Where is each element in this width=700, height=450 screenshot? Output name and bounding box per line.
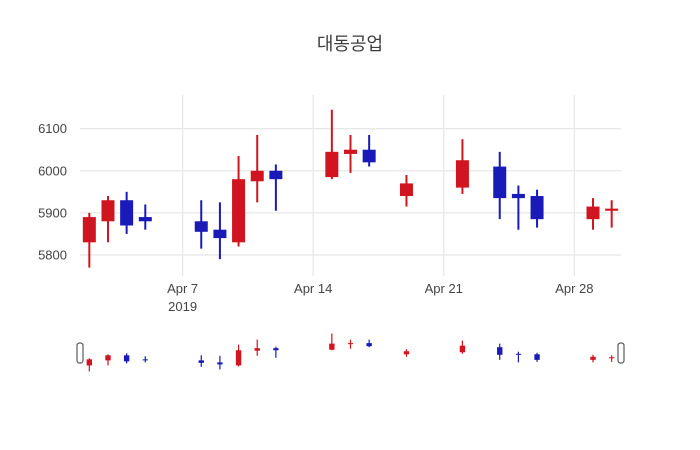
candle[interactable] xyxy=(511,185,525,230)
axis-labels: 5800 5900 6000 6100 Apr 7 2019 Apr 14 Apr 21 Apr… xyxy=(38,121,593,314)
candle-body xyxy=(605,208,619,211)
mini-candle-body xyxy=(497,347,503,355)
grid-layer xyxy=(80,95,621,276)
mini-candle-body xyxy=(142,359,148,361)
mini-candle-body xyxy=(347,343,354,345)
candle-body xyxy=(344,149,357,154)
candle-body xyxy=(82,217,96,243)
candle-body xyxy=(101,200,115,222)
candle[interactable] xyxy=(586,198,600,230)
mini-candle xyxy=(142,356,148,363)
x-tick-label: Apr 14 xyxy=(294,281,332,296)
y-tick-label: 6100 xyxy=(38,121,67,136)
mini-candle-body xyxy=(534,354,540,360)
mini-candle xyxy=(347,339,354,349)
candle[interactable] xyxy=(399,174,413,207)
candle-body xyxy=(213,229,227,239)
mini-candle-body xyxy=(217,362,223,365)
mini-candle-body xyxy=(459,345,466,353)
candle[interactable] xyxy=(250,134,264,203)
mini-candle-body xyxy=(515,353,522,355)
candle-body xyxy=(325,151,339,178)
candle-body xyxy=(250,170,264,182)
mini-candle-body xyxy=(329,343,335,350)
candle-body xyxy=(399,183,413,197)
mini-candle-body xyxy=(123,355,130,362)
candle-body xyxy=(194,221,208,232)
candle-body xyxy=(586,206,600,220)
candle[interactable] xyxy=(344,134,357,173)
mini-candle xyxy=(86,358,93,372)
candle[interactable] xyxy=(493,151,507,220)
mini-candle-body xyxy=(403,351,410,355)
candle[interactable] xyxy=(530,189,544,228)
candle[interactable] xyxy=(213,202,227,260)
mini-candle xyxy=(590,354,596,363)
candle-body xyxy=(362,149,376,163)
x-tick-label: Apr 7 xyxy=(167,281,198,296)
mini-candle xyxy=(515,351,522,363)
mini-candle xyxy=(217,355,223,370)
candle-body xyxy=(269,170,283,180)
mini-candle-body xyxy=(590,356,596,360)
chart-title: 대동공업 xyxy=(317,34,383,54)
mini-candle xyxy=(329,333,335,351)
candle[interactable] xyxy=(325,109,339,180)
candle[interactable] xyxy=(232,156,246,247)
rangeslider-handle-left[interactable] xyxy=(76,342,84,364)
mini-candle xyxy=(123,353,130,364)
candle-body xyxy=(138,217,152,222)
candle[interactable] xyxy=(82,212,96,268)
mini-candle-body xyxy=(366,343,372,347)
mini-candle xyxy=(534,352,540,362)
candle-body xyxy=(530,196,544,220)
candle[interactable] xyxy=(194,200,208,249)
candle[interactable] xyxy=(362,134,376,167)
candle[interactable] xyxy=(138,204,152,230)
mini-candle xyxy=(608,355,615,362)
mini-candle xyxy=(105,354,111,366)
candle-body xyxy=(232,179,246,243)
mini-candle xyxy=(235,344,242,367)
candle-body xyxy=(493,166,507,199)
mini-candle xyxy=(403,349,410,357)
mini-candle-body xyxy=(608,357,615,359)
candles-layer xyxy=(82,109,619,268)
candle[interactable] xyxy=(269,164,283,211)
rangeslider-handle-right[interactable] xyxy=(617,342,625,364)
y-tick-label: 5800 xyxy=(38,247,67,262)
candle[interactable] xyxy=(120,191,134,234)
rangeslider[interactable] xyxy=(76,333,625,372)
mini-candle-body xyxy=(105,355,111,361)
candle[interactable] xyxy=(605,200,619,228)
y-tick-label: 5900 xyxy=(38,205,67,220)
x-tick-label: Apr 28 xyxy=(555,281,593,296)
candle[interactable] xyxy=(101,196,115,243)
y-tick-label: 6000 xyxy=(38,163,67,178)
mini-candle-body xyxy=(86,359,93,366)
mini-candle xyxy=(254,339,260,356)
mini-candle-body xyxy=(254,348,260,351)
candle[interactable] xyxy=(455,139,469,194)
mini-candle-body xyxy=(235,350,242,366)
x-tick-sublabel: 2019 xyxy=(168,299,197,314)
mini-candle-body xyxy=(198,360,204,363)
candle-body xyxy=(511,193,525,199)
mini-candle-body xyxy=(273,348,279,351)
mini-candle xyxy=(273,346,279,358)
candle-body xyxy=(120,200,134,226)
mini-candle xyxy=(366,339,372,348)
candle-body xyxy=(455,160,469,188)
x-tick-label: Apr 21 xyxy=(425,281,463,296)
mini-candle xyxy=(497,343,503,360)
mini-candle xyxy=(198,355,204,367)
mini-candle xyxy=(459,340,466,354)
